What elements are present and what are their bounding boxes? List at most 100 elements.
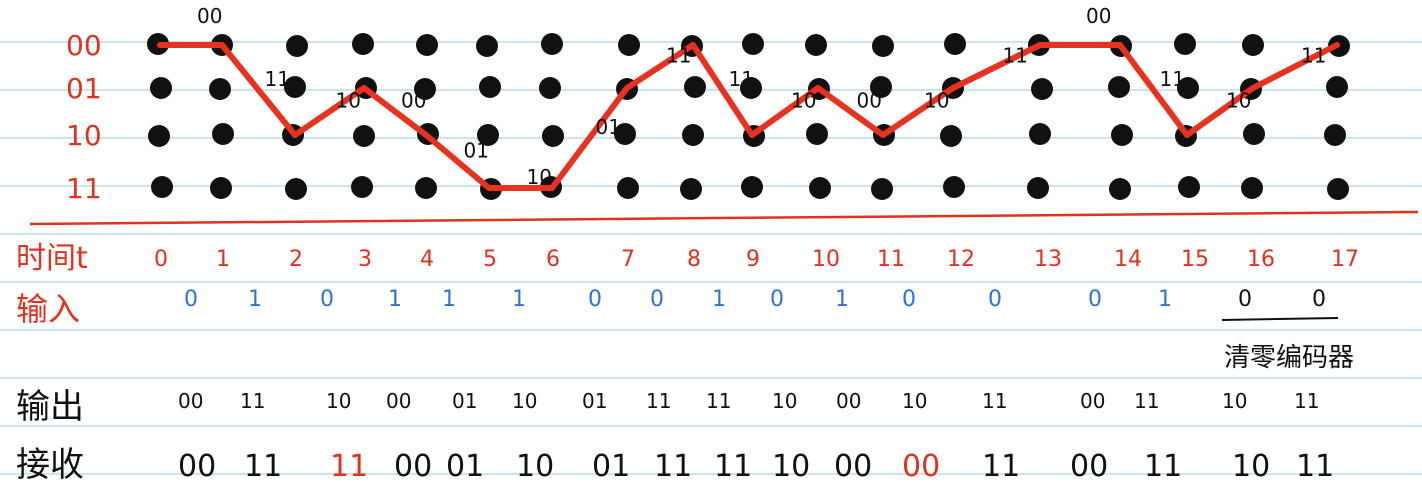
- receive-value: 00: [394, 449, 432, 484]
- input-value: 0: [184, 287, 198, 312]
- trellis-node: [212, 123, 234, 145]
- trellis-node: [151, 176, 173, 198]
- input-value: 0: [988, 287, 1002, 312]
- trellis-node: [284, 76, 306, 98]
- output-value: 11: [1294, 389, 1319, 413]
- branch-label: 11: [265, 67, 290, 91]
- output-value: 11: [240, 389, 265, 413]
- receive-value-error: 00: [902, 449, 940, 484]
- receive-value: 10: [516, 449, 554, 484]
- time-value: 15: [1181, 247, 1209, 272]
- input-value: 0: [1088, 287, 1102, 312]
- time-value: 17: [1331, 247, 1359, 272]
- trellis-node: [542, 125, 564, 147]
- branch-label: 10: [791, 89, 816, 113]
- time-value: 3: [358, 247, 372, 272]
- trellis-baseline: [29, 210, 1419, 226]
- output-value: 10: [512, 389, 537, 413]
- survivor-branch: [880, 85, 956, 138]
- branch-labels: 00 11 10 00 01 10 01 11 11 10 00 10 11 00 11 10 11: [197, 4, 1326, 189]
- trellis-node: [1243, 123, 1265, 145]
- branch-label: 11: [1003, 44, 1028, 68]
- time-value: 12: [947, 247, 975, 272]
- survivor-branch: [815, 85, 886, 138]
- output-value: 00: [1080, 389, 1105, 413]
- output-value: 10: [772, 389, 797, 413]
- receive-value: 11: [244, 449, 282, 484]
- trellis-node: [870, 76, 892, 98]
- survivor-path: [157, 42, 1340, 191]
- trellis-node: [477, 124, 499, 146]
- input-value: 0: [770, 287, 784, 312]
- trellis-node: [806, 123, 828, 145]
- trellis-node: [1324, 124, 1346, 146]
- trellis-node: [1177, 77, 1199, 99]
- branch-label: 11: [1160, 67, 1185, 91]
- output-value: 00: [836, 389, 861, 413]
- time-value: 16: [1247, 247, 1275, 272]
- trellis-node: [614, 123, 636, 145]
- trellis-node: [809, 177, 831, 199]
- trellis-node: [1029, 123, 1051, 145]
- input-value: 0: [588, 287, 602, 312]
- input-value: 1: [442, 287, 456, 312]
- trellis-node: [740, 77, 762, 99]
- trellis-node: [943, 176, 965, 198]
- input-value: 1: [712, 287, 726, 312]
- state-label-00: 00: [66, 29, 102, 62]
- survivor-branch: [361, 85, 429, 138]
- flush-note: 清零编码器: [1224, 343, 1354, 373]
- trellis-node: [1242, 34, 1264, 56]
- input-value: 0: [320, 287, 334, 312]
- trellis-node: [872, 35, 894, 57]
- ruled-paper-lines: [0, 41, 1422, 475]
- trellis-node: [351, 176, 373, 198]
- output-value: 10: [902, 389, 927, 413]
- time-value: 9: [746, 247, 760, 272]
- branch-label: 10: [336, 89, 361, 113]
- receive-value: 00: [1070, 449, 1108, 484]
- input-value: 0: [1238, 287, 1252, 312]
- output-label: 输出: [16, 387, 84, 427]
- time-value: 6: [546, 247, 560, 272]
- branch-label: 10: [527, 165, 552, 189]
- flush-underline: [1221, 317, 1339, 321]
- receive-value-error: 11: [330, 449, 368, 484]
- trellis-node: [684, 76, 706, 98]
- trellis-node: [1108, 76, 1130, 98]
- branch-label: 11: [666, 44, 691, 68]
- trellis-node: [476, 35, 498, 57]
- state-label-10: 10: [66, 119, 102, 152]
- time-value: 7: [621, 247, 635, 272]
- time-value: 0: [154, 247, 168, 272]
- trellis-node: [944, 33, 966, 55]
- trellis-node: [353, 125, 375, 147]
- output-value: 11: [646, 389, 671, 413]
- input-value: 0: [902, 287, 916, 312]
- state-label-01: 01: [66, 72, 102, 105]
- trellis-node: [1031, 78, 1053, 100]
- survivor-branch: [749, 85, 821, 138]
- output-value: 11: [1134, 389, 1159, 413]
- trellis-node: [805, 34, 827, 56]
- trellis-node: [1326, 76, 1348, 98]
- trellis-node: [618, 34, 640, 56]
- output-value: 01: [452, 389, 477, 413]
- branch-label: 01: [464, 139, 489, 163]
- survivor-branch: [423, 132, 492, 191]
- input-value: 1: [1158, 287, 1172, 312]
- survivor-branch: [549, 85, 630, 191]
- trellis-node: [741, 176, 763, 198]
- survivor-branch: [1184, 85, 1256, 138]
- trellis-node: [210, 177, 232, 199]
- trellis-node: [940, 125, 962, 147]
- state-labels: 00 01 10 11: [66, 29, 102, 205]
- branch-label: 01: [596, 115, 621, 139]
- trellis-node: [541, 33, 563, 55]
- receive-value: 11: [714, 449, 752, 484]
- survivor-branch: [292, 85, 367, 138]
- branch-label: 11: [1301, 44, 1326, 68]
- receive-value: 10: [1232, 449, 1270, 484]
- trellis-node: [617, 177, 639, 199]
